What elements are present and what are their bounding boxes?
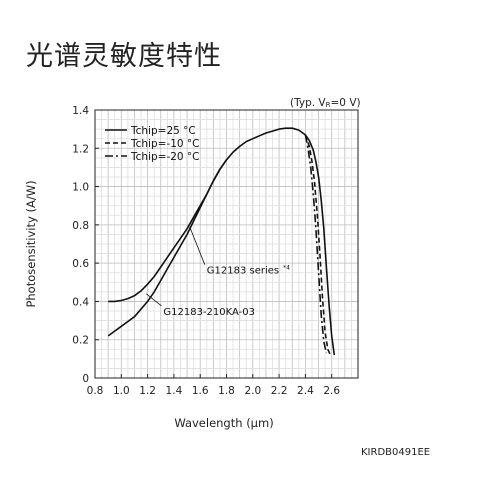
annotation-label-1: G12183 series *4 <box>207 265 290 277</box>
grid-lines <box>95 110 358 378</box>
y-tick-label: 1.2 <box>72 143 89 155</box>
legend-label-2: Tchip=-10 °C <box>130 138 200 150</box>
figure-code: KIRDB0491EE <box>361 447 431 458</box>
x-tick-label: 0.8 <box>87 385 104 397</box>
annotation-label-2: G12183-210KA-03 <box>163 307 255 318</box>
x-tick-label: 1.2 <box>139 385 156 397</box>
annotation-footnote-mark: *4 <box>283 265 290 272</box>
y-tick-label: 1.4 <box>72 105 89 117</box>
series-line-1 <box>108 127 336 356</box>
x-tick-label: 1.0 <box>113 385 130 397</box>
series-line-3 <box>304 134 328 354</box>
y-tick-label: 0 <box>82 373 89 385</box>
legend-label-1: Tchip=25 °C <box>130 125 196 137</box>
annotation-layer: G12183 series *4 G12183-210KA-03 <box>146 226 290 318</box>
page-title: 光谱灵敏度特性 <box>26 41 222 72</box>
x-tick-label: 1.4 <box>166 385 183 397</box>
y-tick-label: 0.2 <box>72 335 89 347</box>
measurement-conditions: (Typ. VR=0 V) <box>290 97 361 109</box>
annotation-leader-2 <box>146 293 162 307</box>
series-line-2 <box>304 134 332 356</box>
y-tick-label: 0.6 <box>72 258 89 270</box>
x-tick-label: 1.8 <box>218 385 235 397</box>
series-line-4 <box>107 159 228 337</box>
x-tick-label: 2.4 <box>297 385 314 397</box>
y-tick-label: 0.8 <box>72 220 89 232</box>
legend-label-3: Tchip=-20 °C <box>130 151 200 163</box>
x-tick-label: 2.2 <box>271 385 288 397</box>
x-axis-label: Wavelength (μm) <box>174 416 274 430</box>
y-tick-label: 1.0 <box>72 182 89 194</box>
plot-frame <box>94 109 359 379</box>
annotation-leader-1 <box>189 226 206 265</box>
x-tick-label: 2.6 <box>323 385 340 397</box>
conditions-prefix: (Typ. V <box>290 97 326 109</box>
y-tick-label: 0.4 <box>72 296 89 308</box>
axis-ticks: 0.8 1.0 1.2 1.4 1.6 1.8 2.0 2.2 2.4 2.6 0 0.2 0.4 0.6… <box>72 105 340 397</box>
y-axis-label: Photosensitivity (A/W) <box>24 180 38 308</box>
conditions-subscript: R <box>325 101 331 109</box>
series-layer <box>107 127 336 356</box>
x-tick-label: 2.0 <box>244 385 261 397</box>
conditions-suffix: =0 V) <box>330 97 361 109</box>
x-tick-label: 1.6 <box>192 385 209 397</box>
